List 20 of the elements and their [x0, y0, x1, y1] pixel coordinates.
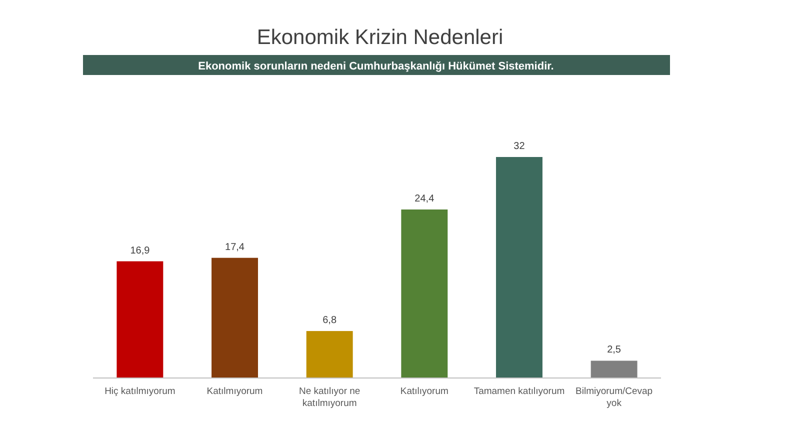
bar — [401, 209, 448, 378]
x-tick-label: Ne katılıyor ne katılmıyorum — [298, 386, 360, 409]
bar — [306, 331, 353, 378]
bar — [496, 157, 542, 378]
bar — [116, 261, 164, 378]
x-tick-label: Katılmıyorum — [206, 386, 263, 397]
x-tick-label: Tamamen katılıyorum — [474, 386, 565, 397]
bar — [212, 258, 258, 378]
x-tick-label: Katılıyorum — [400, 386, 449, 397]
data-label: 24,4 — [414, 193, 435, 204]
chart-subtitle: Ekonomik sorunların nedeni Cumhurbaşkanlığı Hükümet Sistemidir. — [198, 60, 554, 72]
data-label: 16,9 — [130, 245, 150, 256]
x-tick-label: Bilmiyorum/Cevap yok — [576, 386, 653, 409]
x-tick-label: Hiç katılmıyorum — [104, 386, 176, 397]
data-label: 17,4 — [225, 242, 245, 253]
bar — [590, 360, 638, 378]
chart-title: Ekonomik Krizin Nedenleri — [256, 26, 504, 49]
data-label: 6,8 — [322, 315, 337, 326]
data-label: 2,5 — [607, 344, 622, 356]
data-label: 32 — [514, 141, 526, 152]
